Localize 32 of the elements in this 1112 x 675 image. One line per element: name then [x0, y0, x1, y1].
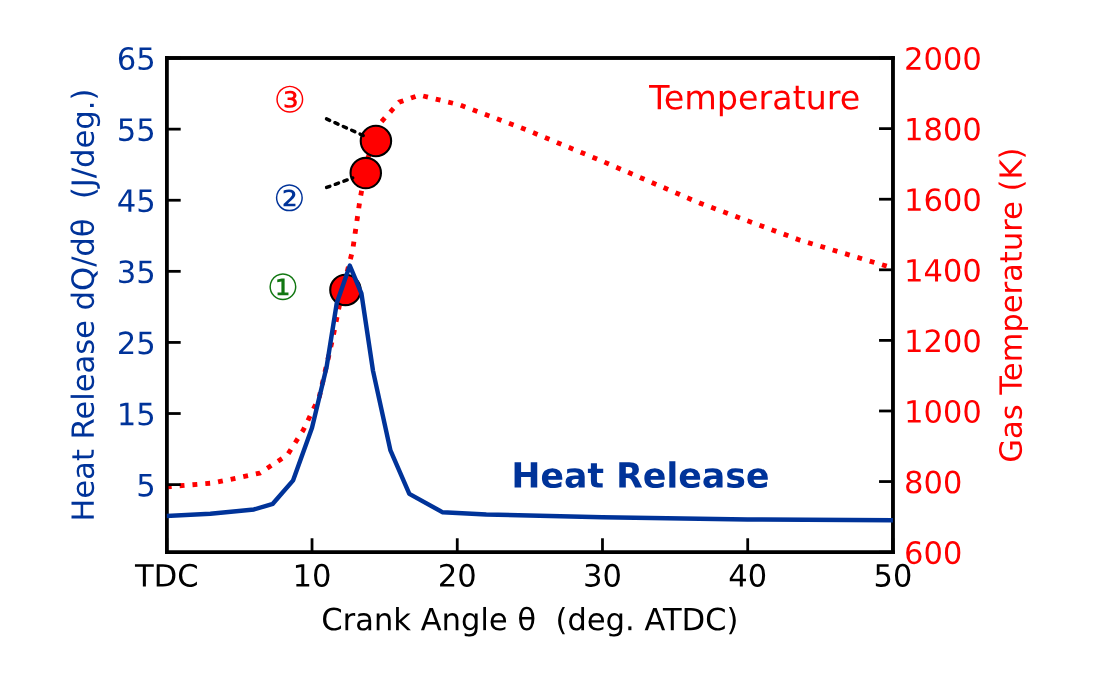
y2-tick-label: 1400: [907, 258, 980, 282]
y2-tick-label: 1800: [907, 117, 980, 141]
y2-tick-label: 1000: [907, 399, 980, 424]
y2-tick-label: 800: [906, 470, 961, 494]
y2-axis-title: Gas Temperature (K): [998, 150, 1029, 461]
y-tick-label: 55: [119, 118, 154, 142]
annotation: ③: [276, 85, 304, 113]
x-tick-label: 30: [585, 563, 620, 587]
x-tick-label: 50: [875, 563, 911, 587]
y-tick-label: 65: [118, 46, 154, 71]
x-tick-label: 20: [440, 563, 475, 587]
y-tick-label: 5: [138, 473, 154, 497]
y-tick-label: 45: [118, 189, 154, 213]
x-axis-title: Crank Angle θ (deg. ATDC): [323, 606, 736, 637]
point: [349, 156, 383, 190]
y2-tick-label: 600: [906, 541, 961, 565]
x-tick-label: 10: [295, 563, 330, 587]
y-axis-title: Heat Release dQ/dθ (J/deg.): [70, 91, 101, 519]
line-series: [166, 263, 893, 523]
y2-tick-label: 2000: [906, 46, 980, 71]
x-tick-label: TDC: [134, 563, 197, 587]
annotation: ①: [269, 273, 297, 301]
y-tick-label: 15: [120, 402, 154, 426]
y-tick-label: 35: [119, 260, 154, 284]
y2-tick-label: 1200: [907, 329, 980, 353]
annotation: ②: [275, 184, 303, 212]
series-label: Heat Release: [514, 461, 768, 489]
point: [359, 124, 393, 158]
series-label: Temperature: [649, 84, 859, 117]
y-tick-label: 25: [119, 331, 154, 355]
y2-tick-label: 1600: [907, 188, 980, 212]
x-tick-label: 40: [729, 563, 766, 587]
